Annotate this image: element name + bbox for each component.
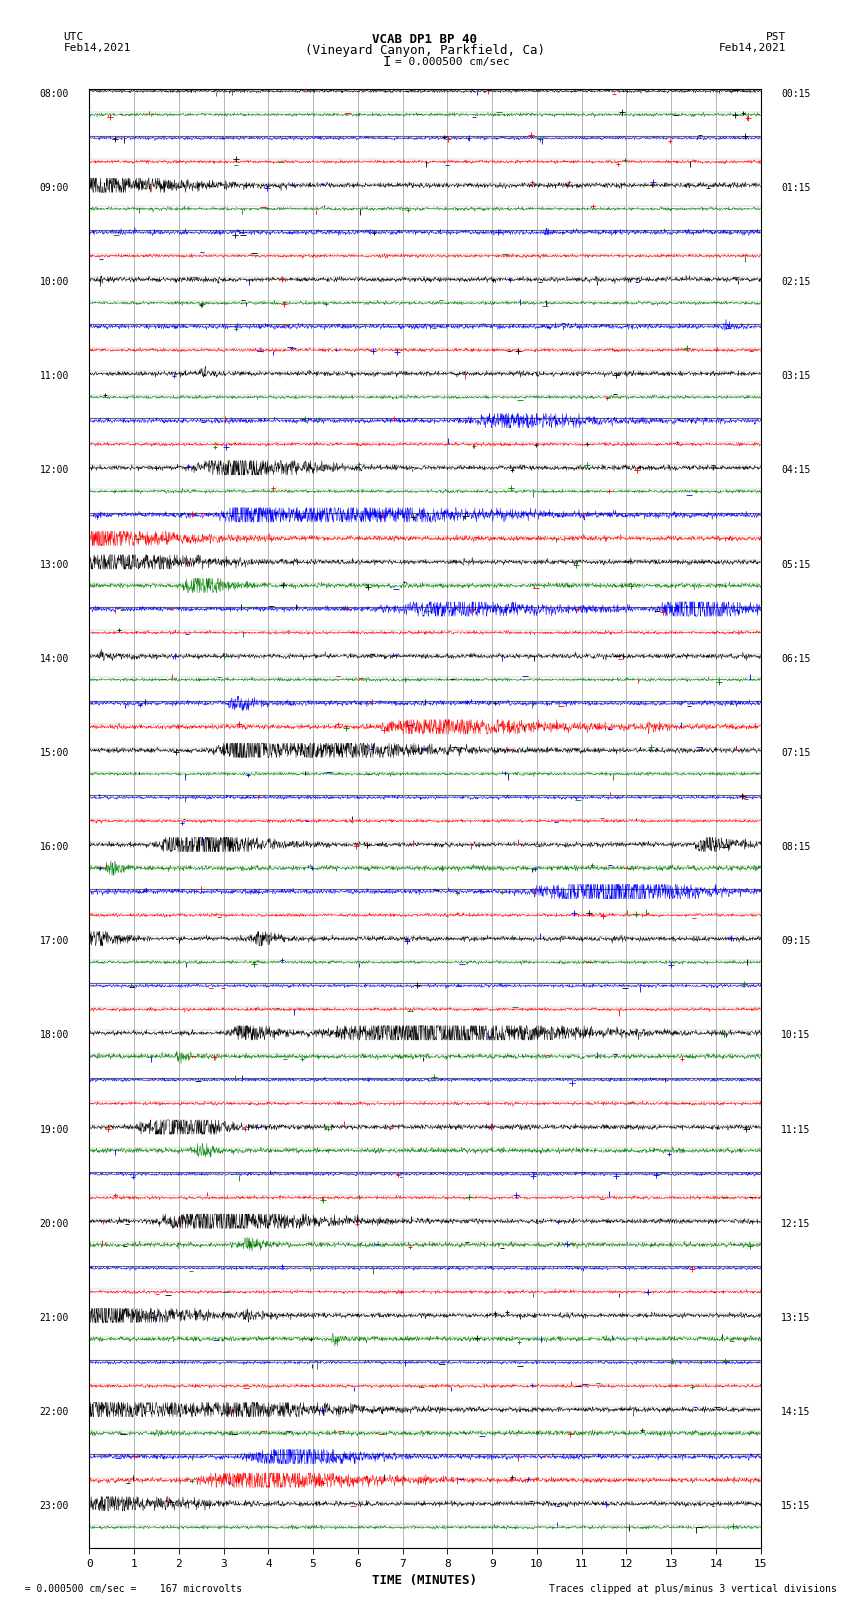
Text: 22:00: 22:00 [40, 1407, 69, 1418]
Text: 16:00: 16:00 [40, 842, 69, 852]
Text: 09:00: 09:00 [40, 182, 69, 194]
Text: 08:00: 08:00 [40, 89, 69, 98]
Text: 23:00: 23:00 [40, 1502, 69, 1511]
Text: PST: PST [766, 32, 786, 42]
Text: 01:15: 01:15 [781, 182, 810, 194]
Text: (Vineyard Canyon, Parkfield, Ca): (Vineyard Canyon, Parkfield, Ca) [305, 44, 545, 58]
Text: 05:15: 05:15 [781, 560, 810, 569]
Text: Feb14,2021: Feb14,2021 [719, 44, 786, 53]
Text: Traces clipped at plus/minus 3 vertical divisions: Traces clipped at plus/minus 3 vertical … [549, 1584, 837, 1594]
Text: 14:15: 14:15 [781, 1407, 810, 1418]
Text: 10:00: 10:00 [40, 277, 69, 287]
Text: 13:00: 13:00 [40, 560, 69, 569]
Text: 02:15: 02:15 [781, 277, 810, 287]
Text: 06:15: 06:15 [781, 653, 810, 665]
Text: 17:00: 17:00 [40, 936, 69, 947]
Text: 12:00: 12:00 [40, 466, 69, 476]
Text: 21:00: 21:00 [40, 1313, 69, 1323]
Text: 13:15: 13:15 [781, 1313, 810, 1323]
X-axis label: TIME (MINUTES): TIME (MINUTES) [372, 1574, 478, 1587]
Text: 08:15: 08:15 [781, 842, 810, 852]
Text: 12:15: 12:15 [781, 1219, 810, 1229]
Text: 03:15: 03:15 [781, 371, 810, 381]
Text: 15:00: 15:00 [40, 748, 69, 758]
Text: 14:00: 14:00 [40, 653, 69, 665]
Text: VCAB DP1 BP 40: VCAB DP1 BP 40 [372, 32, 478, 47]
Text: I: I [382, 55, 391, 69]
Text: 15:15: 15:15 [781, 1502, 810, 1511]
Text: 10:15: 10:15 [781, 1031, 810, 1040]
Text: 20:00: 20:00 [40, 1219, 69, 1229]
Text: 04:15: 04:15 [781, 466, 810, 476]
Text: 11:15: 11:15 [781, 1124, 810, 1134]
Text: UTC: UTC [64, 32, 84, 42]
Text: 11:00: 11:00 [40, 371, 69, 381]
Text: 00:15: 00:15 [781, 89, 810, 98]
Text: 19:00: 19:00 [40, 1124, 69, 1134]
Text: = 0.000500 cm/sec: = 0.000500 cm/sec [395, 56, 510, 68]
Text: 07:15: 07:15 [781, 748, 810, 758]
Text: Feb14,2021: Feb14,2021 [64, 44, 131, 53]
Text: = 0.000500 cm/sec =    167 microvolts: = 0.000500 cm/sec = 167 microvolts [13, 1584, 242, 1594]
Text: 09:15: 09:15 [781, 936, 810, 947]
Text: 18:00: 18:00 [40, 1031, 69, 1040]
